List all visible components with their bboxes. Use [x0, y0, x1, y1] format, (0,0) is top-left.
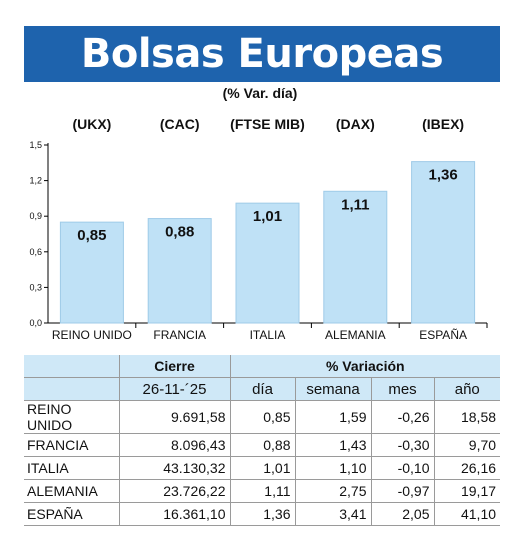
bar — [59, 221, 124, 324]
table-row: ITALIA 43.130,32 1,01 1,10 -0,10 26,16 — [24, 456, 501, 480]
chart-subtitle: (% Var. día) — [222, 85, 298, 101]
header-cierre: Cierre — [119, 355, 231, 378]
index-label: (UKX) — [72, 116, 111, 132]
table-row: ALEMANIA 23.726,22 1,11 2,75 -0,97 19,17 — [24, 479, 501, 503]
row-dia: 1,01 — [230, 456, 296, 480]
row-ano: 41,10 — [434, 502, 501, 526]
row-name: ALEMANIA — [24, 479, 120, 503]
y-tick-label: 0,3 — [29, 282, 42, 292]
bar-value-label: 1,01 — [253, 208, 282, 225]
chart-title: Bolsas Europeas — [80, 31, 444, 77]
row-name: REINO UNIDO — [24, 400, 120, 434]
bar-value-label: 0,88 — [165, 224, 194, 241]
table-row: FRANCIA 8.096,43 0,88 1,43 -0,30 9,70 — [24, 433, 501, 457]
table-header-row-1: Cierre % Variación — [24, 355, 501, 378]
row-cierre: 23.726,22 — [119, 479, 231, 503]
index-label: (IBEX) — [422, 116, 464, 132]
row-semana: 1,10 — [295, 456, 372, 480]
x-category-label: REINO UNIDO — [52, 328, 132, 342]
row-mes: -0,97 — [371, 479, 435, 503]
row-mes: -0,26 — [371, 400, 435, 434]
table-row: ESPAÑA 16.361,10 1,36 3,41 2,05 41,10 — [24, 502, 501, 526]
header-blank-cell-2 — [24, 377, 120, 401]
header-mes: mes — [371, 377, 435, 401]
bar-value-label: 1,36 — [428, 167, 457, 184]
index-label: (DAX) — [336, 116, 375, 132]
y-tick-label: 0,6 — [29, 247, 42, 257]
y-tick-label: 1,2 — [29, 176, 42, 186]
row-ano: 19,17 — [434, 479, 501, 503]
table-header-row-2: 26-11-´25 día semana mes año — [24, 377, 501, 401]
x-category-label: ITALIA — [250, 328, 286, 342]
header-blank-cell — [24, 355, 120, 378]
market-table-wrapper: Cierre % Variación 26-11-´25 día semana … — [24, 355, 501, 526]
bar — [411, 161, 476, 324]
row-semana: 2,75 — [295, 479, 372, 503]
row-mes: 2,05 — [371, 502, 435, 526]
row-name: ESPAÑA — [24, 502, 120, 526]
x-category-label: ESPAÑA — [419, 328, 467, 342]
index-label: (FTSE MIB) — [230, 116, 305, 132]
y-tick-label: 0,9 — [29, 211, 42, 221]
bar-chart: 0,0 0,3 0,6 0,9 1,2 1,5 0,85 REINO UNIDO (UKX) 0,… — [29, 116, 488, 342]
x-category-label: FRANCIA — [153, 328, 206, 342]
row-semana: 3,41 — [295, 502, 372, 526]
table-row: REINO UNIDO 9.691,58 0,85 1,59 -0,26 18,… — [24, 400, 501, 434]
row-cierre: 43.130,32 — [119, 456, 231, 480]
bar — [235, 202, 300, 324]
row-cierre: 16.361,10 — [119, 502, 231, 526]
row-name: FRANCIA — [24, 433, 120, 457]
row-ano: 18,58 — [434, 400, 501, 434]
row-cierre: 9.691,58 — [119, 400, 231, 434]
row-dia: 1,11 — [230, 479, 296, 503]
header-ano: año — [434, 377, 501, 401]
row-dia: 0,85 — [230, 400, 296, 434]
row-ano: 9,70 — [434, 433, 501, 457]
row-mes: -0,30 — [371, 433, 435, 457]
row-semana: 1,59 — [295, 400, 372, 434]
y-tick-label: 1,5 — [29, 140, 42, 150]
header-date: 26-11-´25 — [119, 377, 231, 401]
bar-value-label: 0,85 — [77, 227, 106, 244]
bar-value-label: 1,11 — [341, 196, 369, 213]
row-ano: 26,16 — [434, 456, 501, 480]
title-banner: Bolsas Europeas — [24, 26, 500, 82]
market-table: Cierre % Variación 26-11-´25 día semana … — [24, 355, 501, 526]
row-name: ITALIA — [24, 456, 120, 480]
row-dia: 1,36 — [230, 502, 296, 526]
row-mes: -0,10 — [371, 456, 435, 480]
header-variacion: % Variación — [230, 355, 501, 378]
row-cierre: 8.096,43 — [119, 433, 231, 457]
y-tick-label: 0,0 — [29, 318, 42, 328]
row-dia: 0,88 — [230, 433, 296, 457]
x-category-label: ALEMANIA — [325, 328, 386, 342]
header-dia: día — [230, 377, 296, 401]
header-semana: semana — [295, 377, 372, 401]
row-semana: 1,43 — [295, 433, 372, 457]
bar — [147, 218, 212, 324]
bar — [323, 190, 388, 324]
index-label: (CAC) — [160, 116, 200, 132]
